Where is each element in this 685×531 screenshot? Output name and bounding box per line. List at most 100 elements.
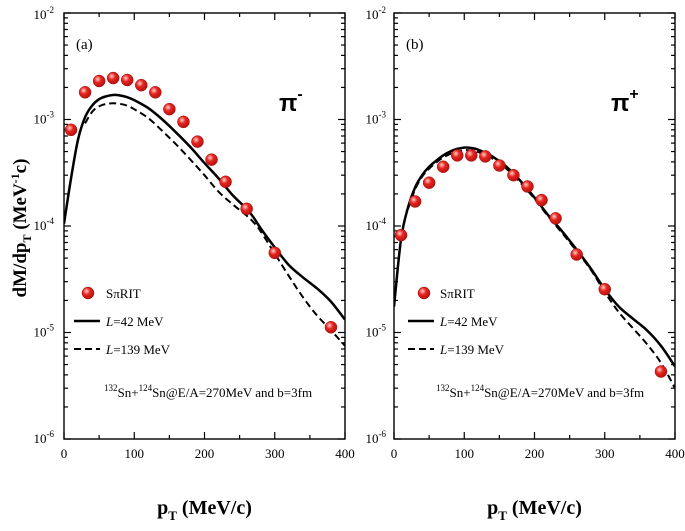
data-point [78,86,92,99]
reaction-e2: Sn@E/A=270MeV and b=3fm [484,385,644,400]
x-axis-title: pT (MeV/c) [487,497,582,523]
y-tick-base: 10 [34,218,47,233]
data-points [394,149,668,378]
plot-frame [63,12,346,440]
y-tick-exp: -3 [47,110,55,120]
data-point [92,74,106,88]
reaction-label: 132Sn+124Sn@E/A=270MeV and b=3fm [436,383,644,400]
y-tick-labels: 10-6 10-5 10-4 10-3 10-2 [34,5,55,446]
y-tick-label: 10-4 [34,216,55,233]
reaction-a1: 132 [436,383,450,393]
data-point [64,123,78,137]
y-tick-label: 10-6 [34,429,55,446]
y-tick-marks [394,12,675,440]
data-point [191,135,204,148]
y-tick-base: 10 [366,7,379,22]
x-tick-label: 100 [455,446,475,461]
data-point [149,86,162,99]
legend-label-data: SπRIT [106,286,141,301]
legend-rest: =139 MeV [113,342,170,357]
data-point [535,193,548,207]
reaction-a2: 124 [471,383,485,393]
y-axis-title-unit-close: c) [10,159,31,174]
data-point [240,202,253,216]
data-point [436,160,450,173]
data-point [324,321,338,334]
curves [64,93,345,347]
reaction-e2: Sn@E/A=270MeV and b=3fm [152,385,312,400]
x-axis-title-main: p [487,497,498,519]
y-tick-exp: -5 [379,323,387,333]
data-point [205,153,218,166]
y-axis-title-unit-sup: -1 [8,173,22,183]
legend-rest: =139 MeV [447,342,504,357]
legend-var: L [105,314,113,329]
x-axis-title-main: p [157,497,168,519]
legend: SπRIT L=42 MeV L=139 MeV [74,286,171,357]
data-point [654,365,668,378]
x-tick-label: 0 [61,446,68,461]
particle-label: π- [279,86,303,117]
panel-a: 0 100 200 300 400 10-6 10-5 10-4 10-3 10… [34,5,355,523]
y-tick-exp: -4 [379,216,387,226]
data-point [163,102,176,116]
y-axis-title-main: dM/dp [10,243,31,298]
data-point [135,78,148,92]
data-point [549,212,562,225]
y-tick-label: 10-4 [366,216,387,233]
legend-label-data: SπRIT [440,286,475,301]
x-axis-title-unit: (MeV/c) [507,497,582,519]
legend-marker [417,286,431,300]
x-tick-label: 400 [335,446,355,461]
legend-var: L [439,342,447,357]
x-axis-title-sub: T [168,508,177,523]
data-point [268,246,281,260]
y-axis-title-unit-open: (MeV [10,183,31,234]
y-tick-marks [64,12,345,440]
legend-var: L [105,342,113,357]
legend-label-l139: L=139 MeV [105,342,171,357]
y-tick-base: 10 [34,112,47,127]
legend-label-l42: L=42 MeV [105,314,164,329]
y-tick-labels: 10-6 10-5 10-4 10-3 10-2 [366,5,387,446]
reaction-e1: Sn+ [450,385,471,400]
y-tick-base: 10 [366,325,379,340]
x-axis-title-sub: T [498,508,507,523]
series-line-l42 [394,146,675,368]
y-tick-base: 10 [34,431,47,446]
y-tick-label: 10-2 [366,5,387,22]
y-tick-label: 10-3 [366,110,387,127]
x-tick-label: 0 [391,446,398,461]
legend-rest: =42 MeV [113,314,164,329]
data-point [493,159,506,172]
series-line-l42 [64,93,345,321]
x-axis-title-unit: (MeV/c) [177,497,252,519]
y-tick-label: 10-5 [366,323,387,340]
particle-symbol: π [611,90,629,117]
reaction-label: 132Sn+124Sn@E/A=270MeV and b=3fm [104,383,312,400]
data-point [521,180,534,193]
panel-b: 0 100 200 300 400 10-6 10-5 10-4 10-3 10… [366,5,685,523]
y-tick-label: 10-6 [366,429,387,446]
particle-charge: - [297,86,302,103]
y-tick-exp: -6 [47,429,55,439]
data-point [507,168,520,182]
y-tick-exp: -3 [379,110,387,120]
y-tick-exp: -2 [379,5,387,15]
reaction-e1: Sn+ [118,385,139,400]
x-tick-marks [393,13,676,439]
reaction-a2: 124 [139,383,153,393]
data-point [106,71,120,85]
data-point [120,73,134,87]
data-point [177,115,190,129]
x-tick-label: 100 [125,446,145,461]
y-tick-exp: -5 [47,323,55,333]
panel-label: (b) [406,37,424,53]
y-axis-title: dM/dpT (MeV-1c) [8,159,34,298]
legend-rest: =42 MeV [447,314,498,329]
data-point [219,175,232,189]
legend-label-l42: L=42 MeV [439,314,498,329]
plot-frame [393,12,676,440]
legend-var: L [439,314,447,329]
